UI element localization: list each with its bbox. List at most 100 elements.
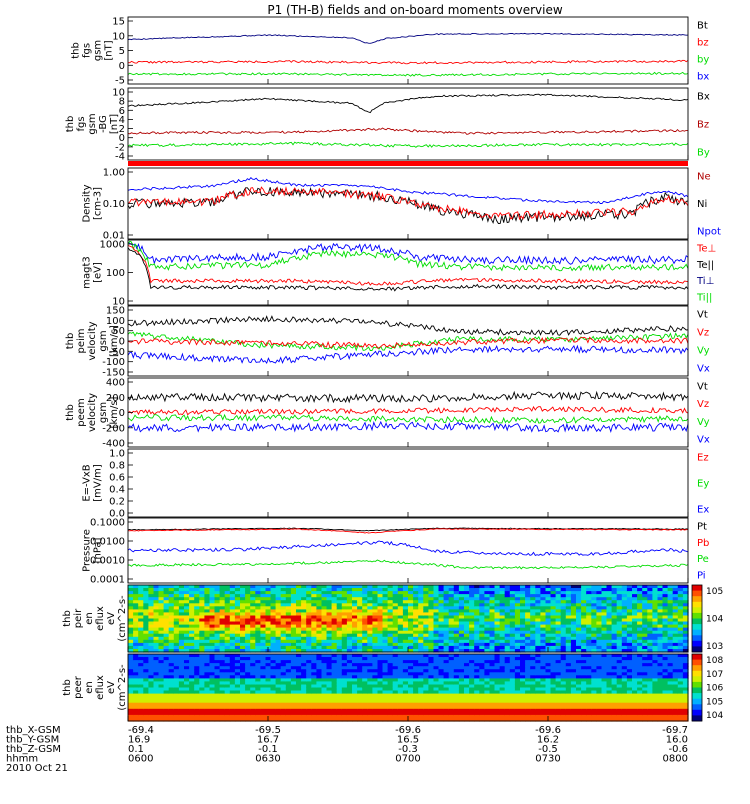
spectrogram-cell	[607, 669, 613, 673]
spectrogram-cell	[540, 600, 546, 604]
spectrogram-cell	[154, 588, 160, 592]
spectrogram-cell	[215, 675, 221, 679]
spectrogram-cell	[551, 640, 557, 644]
spectrogram-cell	[495, 594, 501, 598]
spectrogram-cell	[495, 640, 501, 644]
spectrogram-cell	[571, 646, 577, 650]
y-tick-label: 0	[119, 408, 125, 419]
spectrogram-cell	[576, 663, 582, 667]
spectrogram-cell	[398, 628, 404, 632]
spectrogram-cell	[159, 628, 165, 632]
spectrogram-cell	[561, 646, 567, 650]
spectrogram-cell	[250, 646, 256, 650]
spectrogram-cell	[189, 612, 195, 616]
spectrogram-cell	[490, 588, 496, 592]
spectrogram-cell	[449, 612, 455, 616]
spectrogram-cell	[184, 691, 190, 695]
spectrogram-cell	[591, 681, 597, 685]
spectrogram-cell	[184, 675, 190, 679]
spectrogram-cell	[632, 709, 638, 713]
spectrogram-cell	[225, 634, 231, 638]
spectrogram-cell	[535, 588, 541, 592]
spectrogram-cell	[515, 622, 521, 626]
spectrogram-cell	[204, 663, 210, 667]
spectrogram-cell	[230, 606, 236, 610]
spectrogram-cell	[154, 703, 160, 707]
spectrogram-cell	[199, 622, 205, 626]
spectrogram-cell	[306, 691, 312, 695]
colorbar-tick-label: 103	[706, 642, 723, 652]
spectrogram-cell	[311, 606, 317, 610]
spectrogram-cell	[500, 622, 506, 626]
spectrogram-cell	[566, 675, 572, 679]
spectrogram-cell	[128, 606, 134, 610]
spectrogram-cell	[388, 715, 394, 719]
spectrogram-cell	[250, 681, 256, 685]
spectrogram-cell	[194, 669, 200, 673]
spectrogram-cell	[164, 634, 170, 638]
spectrogram-cell	[322, 709, 328, 713]
spectrogram-cell	[378, 612, 384, 616]
spectrogram-cell	[505, 606, 511, 610]
spectrogram-cell	[444, 640, 450, 644]
spectrogram-cell	[556, 663, 562, 667]
spectrogram-cell	[505, 715, 511, 719]
spectrogram-cell	[505, 669, 511, 673]
spectrogram-cell	[612, 588, 618, 592]
spectrogram-cell	[525, 646, 531, 650]
spectrogram-cell	[235, 628, 241, 632]
spectrogram-cell	[143, 691, 149, 695]
spectrogram-cell	[637, 606, 643, 610]
spectrogram-cell	[383, 669, 389, 673]
spectrogram-cell	[255, 657, 261, 661]
spectrogram-cell	[332, 622, 338, 626]
spectrogram-cell	[576, 594, 582, 598]
spectrogram-cell	[143, 634, 149, 638]
spectrogram-cell	[408, 646, 414, 650]
spectrogram-cell	[434, 697, 440, 701]
spectrogram-cell	[332, 657, 338, 661]
spectrogram-cell	[622, 640, 628, 644]
spectrogram-cell	[322, 675, 328, 679]
ylabel-line: velocity	[87, 321, 98, 360]
spectrogram-cell	[423, 697, 429, 701]
spectrogram-cell	[454, 657, 460, 661]
spectrogram-cell	[459, 681, 465, 685]
spectrogram-cell	[184, 640, 190, 644]
spectrogram-cell	[673, 600, 679, 604]
spectrogram-cell	[266, 634, 272, 638]
spectrogram-cell	[617, 622, 623, 626]
spectrogram-cell	[678, 588, 684, 592]
spectrogram-cell	[434, 606, 440, 610]
spectrogram-cell	[296, 675, 302, 679]
spectrogram-cell	[530, 634, 536, 638]
spectrogram-cell	[220, 691, 226, 695]
spectrogram-cell	[632, 640, 638, 644]
spectrogram-cell	[174, 657, 180, 661]
spectrogram-cell	[556, 612, 562, 616]
spectrogram-cell	[271, 709, 277, 713]
spectrogram-cell	[561, 600, 567, 604]
spectrogram-cell	[596, 640, 602, 644]
spectrogram-cell	[561, 588, 567, 592]
spectrogram-cell	[250, 612, 256, 616]
spectrogram-cell	[449, 697, 455, 701]
spectrogram-cell	[316, 703, 322, 707]
spectrogram-cell	[245, 681, 251, 685]
spectrogram-cell	[143, 657, 149, 661]
spectrogram-cell	[255, 703, 261, 707]
spectrogram-cell	[510, 628, 516, 632]
spectrogram-cell	[474, 715, 480, 719]
spectrogram-cell	[286, 709, 292, 713]
spectrogram-cell	[215, 612, 221, 616]
spectrogram-cell	[423, 600, 429, 604]
spectrogram-cell	[551, 628, 557, 632]
spectrogram-cell	[296, 628, 302, 632]
spectrogram-cell	[311, 612, 317, 616]
spectrogram-cell	[495, 612, 501, 616]
spectrogram-cell	[418, 663, 424, 667]
spectrogram-cell	[576, 691, 582, 695]
spectrogram-cell	[551, 669, 557, 673]
spectrogram-cell	[510, 594, 516, 598]
spectrogram-cell	[530, 628, 536, 632]
